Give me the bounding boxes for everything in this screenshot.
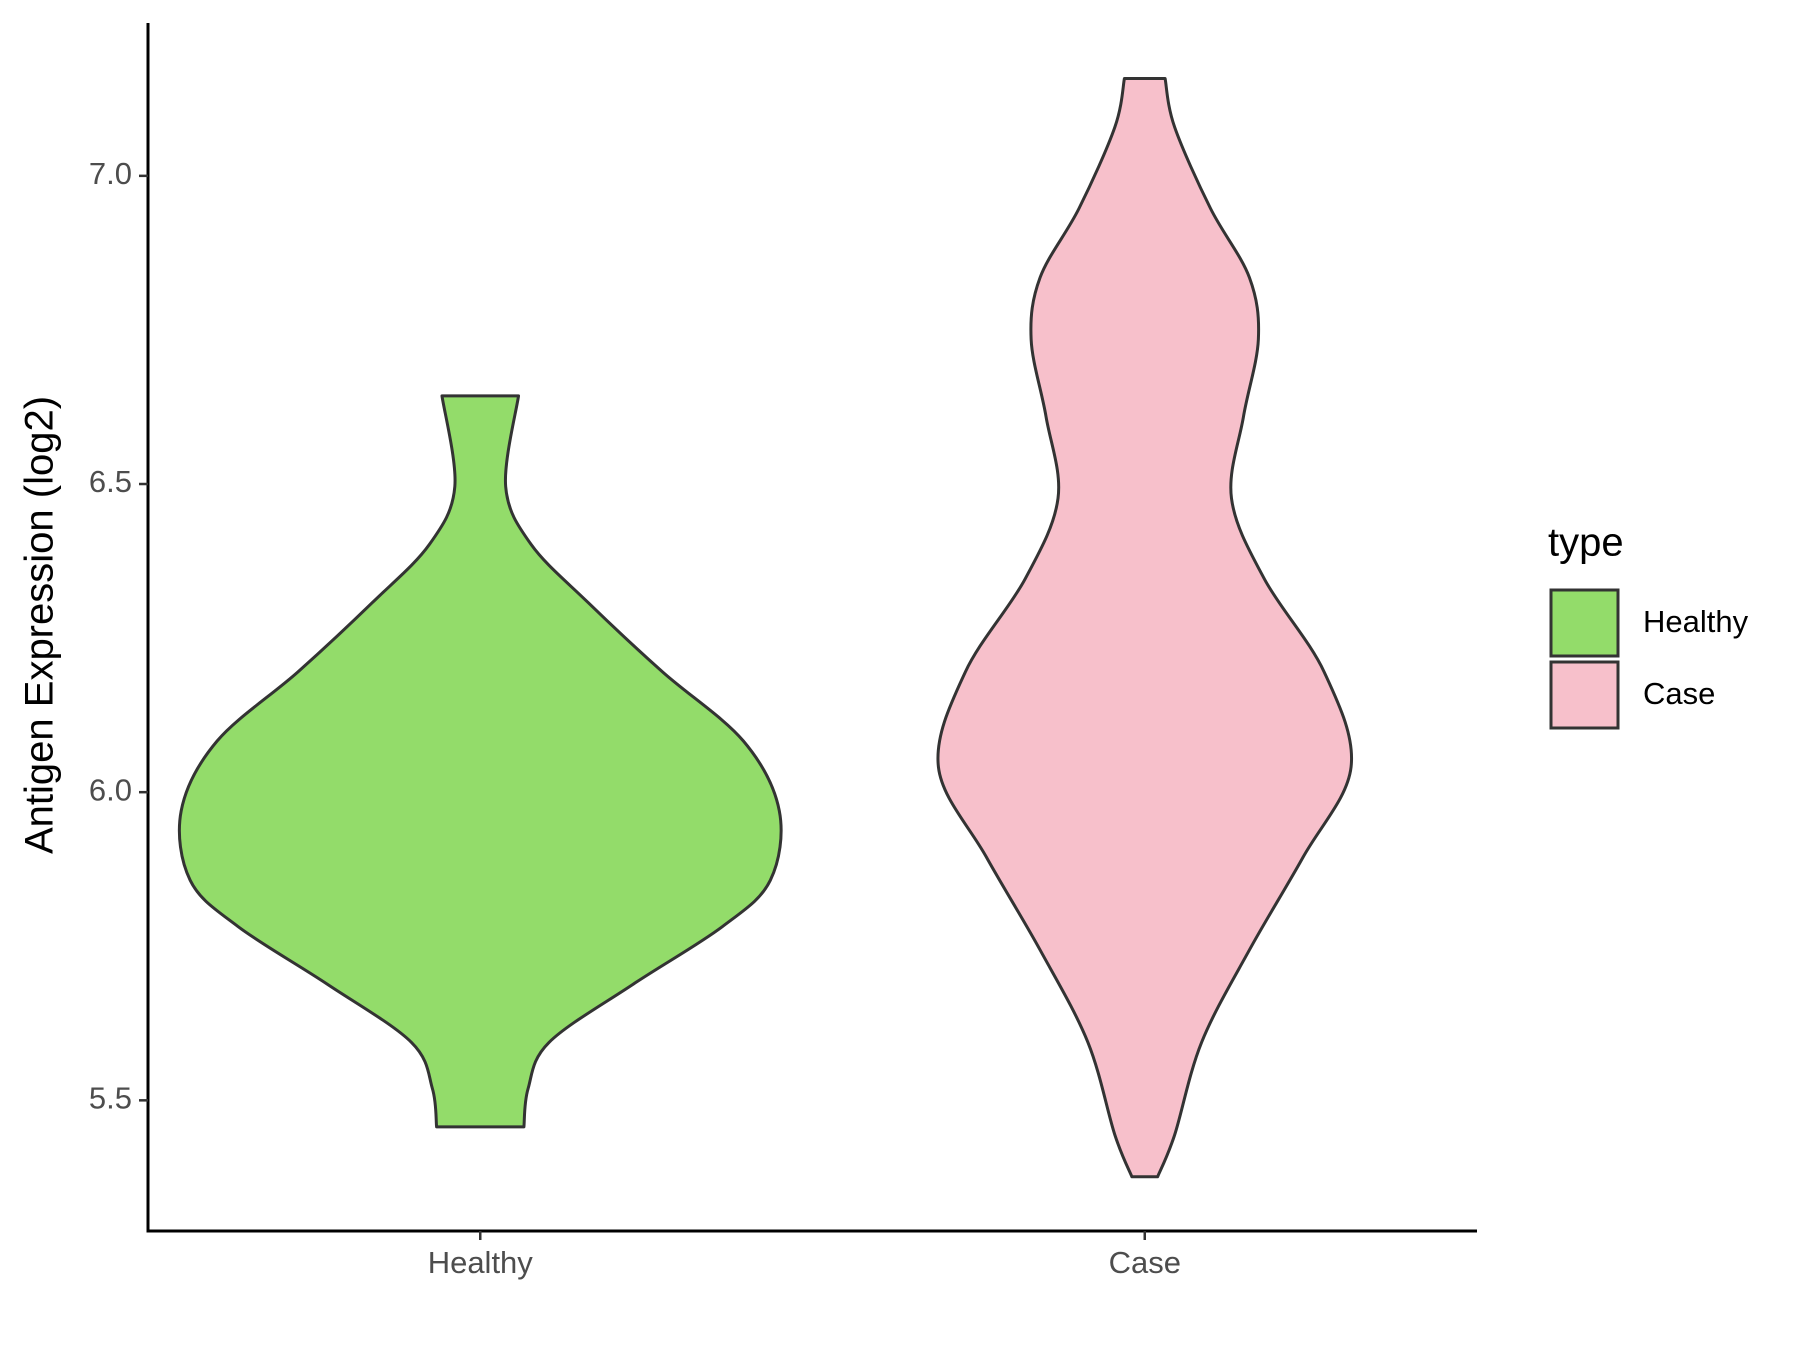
x-tick-label: Healthy [428, 1245, 534, 1280]
violin [936, 76, 1354, 1179]
legend-key [1549, 660, 1620, 730]
violin [177, 394, 783, 1129]
legend-label: Case [1643, 676, 1715, 711]
y-tick-label: 6.0 [89, 772, 132, 807]
legend-label: Healthy [1643, 604, 1749, 639]
x-tick-label: Case [1109, 1245, 1181, 1280]
y-axis-title: Antigen Expression (log2) [18, 396, 62, 854]
y-tick-label: 7.0 [89, 156, 132, 191]
y-tick-label: 5.5 [89, 1081, 132, 1116]
y-tick-label: 6.5 [89, 464, 132, 499]
legend-title: type [1548, 521, 1624, 565]
legend-key [1549, 588, 1620, 658]
